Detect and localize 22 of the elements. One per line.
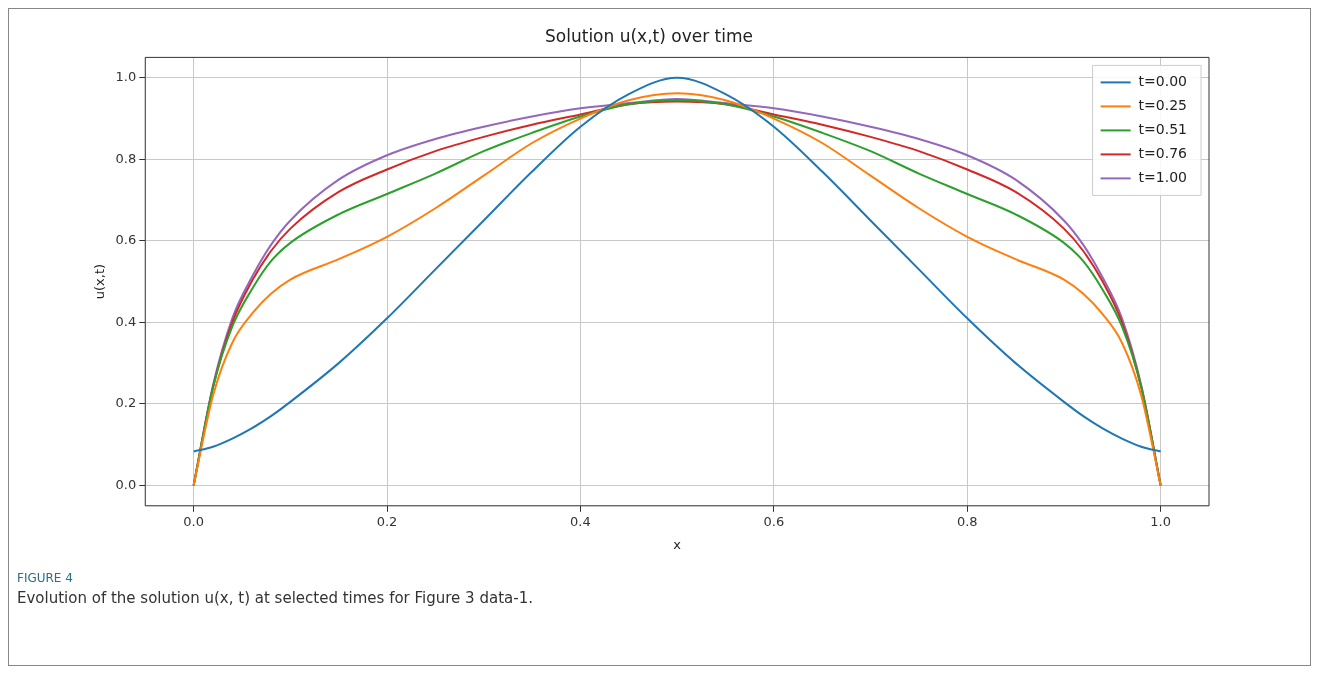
x-tick-label: 1.0 <box>1150 513 1171 529</box>
x-tick-label: 0.2 <box>376 513 398 529</box>
legend-label: t=0.00 <box>1138 73 1188 90</box>
y-tick-label: 0.0 <box>115 476 137 492</box>
legend-label: t=1.00 <box>1138 169 1188 186</box>
legend-label: t=0.51 <box>1138 121 1188 138</box>
x-tick-label: 0.0 <box>183 513 204 529</box>
legend-label: t=0.76 <box>1138 145 1188 162</box>
y-tick-label: 0.4 <box>115 313 137 329</box>
y-tick-label: 1.0 <box>115 69 137 85</box>
x-axis-title: x <box>673 536 682 552</box>
x-tick-label: 0.8 <box>956 513 978 529</box>
chart-title: Solution u(x,t) over time <box>545 25 753 46</box>
y-tick-label: 0.2 <box>115 395 137 411</box>
legend-label: t=0.25 <box>1138 97 1188 114</box>
caption: FIGURE 4 <box>17 571 74 585</box>
y-tick-label: 0.8 <box>115 150 137 166</box>
x-tick-label: 0.6 <box>763 513 785 529</box>
x-tick-label: 0.4 <box>570 513 591 529</box>
y-axis-title: u(x,t) <box>92 263 108 300</box>
text: Evolution of the solution u(x, t) at selected times for Figure 3 data-1. <box>17 589 533 607</box>
y-tick-label: 0.6 <box>115 232 137 248</box>
